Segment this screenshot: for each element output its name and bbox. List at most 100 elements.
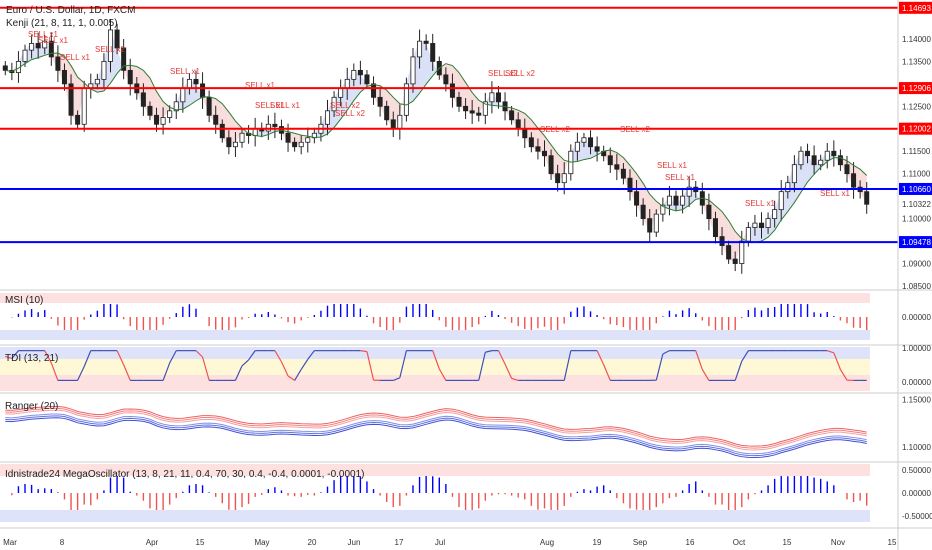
- level-badge: [899, 122, 932, 135]
- level-badge: [899, 236, 932, 249]
- candle-body: [272, 123, 278, 127]
- candle-body: [561, 173, 567, 184]
- tdi-line-segment: [123, 364, 131, 381]
- candle-body: [778, 191, 784, 211]
- candle-body: [173, 101, 179, 112]
- candle-body: [239, 132, 245, 143]
- candle-body: [364, 74, 370, 85]
- candle-body: [686, 186, 692, 197]
- candle-body: [588, 137, 594, 148]
- candle-body: [305, 137, 311, 143]
- symbol-title: Euro / U.S. Dollar, 1D, FXCM: [6, 5, 135, 16]
- msi-upper-band: [0, 293, 870, 303]
- tdi-line-segment: [50, 362, 59, 381]
- tdi-line-segment: [741, 350, 749, 362]
- candle-body: [351, 69, 357, 80]
- time-tick-label: Mar: [3, 538, 17, 547]
- ranger-band-line: [5, 417, 867, 458]
- candle-body: [706, 204, 712, 220]
- mega-lower-band: [0, 510, 870, 522]
- tdi-line-segment: [195, 350, 203, 358]
- candle-body: [357, 69, 363, 76]
- candle-body: [811, 155, 817, 166]
- level-badge-label: 1.12906: [902, 84, 931, 93]
- candle-body: [167, 110, 173, 118]
- ranger-band-line: [5, 415, 867, 457]
- tdi-lower-band: [0, 375, 870, 391]
- candle-body: [581, 137, 587, 143]
- candle-body: [555, 173, 561, 184]
- level-badge: [899, 82, 932, 95]
- sell-signal-label: SELL x2: [335, 109, 365, 118]
- candle-body: [55, 56, 61, 71]
- candle-body: [456, 96, 462, 107]
- ranger-tick-label: 1.15000: [902, 396, 931, 405]
- candle-body: [620, 168, 626, 179]
- tdi-line-segment: [116, 350, 125, 365]
- candle-body: [634, 191, 640, 206]
- tdi-line-segment: [596, 350, 605, 365]
- candle-body: [186, 78, 192, 89]
- time-tick-label: 16: [686, 538, 695, 547]
- tdi-line-segment: [662, 350, 670, 355]
- candle-body: [430, 43, 436, 62]
- sell-signal-label: SELL x2: [540, 125, 570, 134]
- candle-body: [390, 119, 396, 130]
- candle-body: [140, 92, 146, 107]
- candle-body: [495, 92, 501, 103]
- candle-body: [574, 141, 580, 152]
- candle-body: [397, 114, 403, 130]
- candle-body: [410, 56, 416, 85]
- candle-body: [200, 83, 206, 98]
- right-price-axis[interactable]: 1.140001.135001.125001.120001.115001.110…: [897, 0, 932, 550]
- tdi-line-segment: [11, 350, 19, 359]
- candle-body: [640, 204, 646, 220]
- candle-body: [423, 40, 429, 44]
- mega-tick-label: 0.50000: [902, 466, 931, 475]
- candle-body: [745, 227, 751, 242]
- tdi-line-segment: [485, 350, 493, 353]
- candle-body: [647, 218, 653, 233]
- cloud-segment: [807, 155, 815, 183]
- candle-body: [791, 164, 797, 184]
- candle-body: [535, 146, 541, 152]
- msi-pane[interactable]: [5, 304, 868, 330]
- tdi-line-segment: [833, 352, 841, 370]
- sell-signal-label: SELL x1: [657, 161, 687, 170]
- sell-signal-label: SELL x1: [38, 36, 68, 45]
- level-badge-label: 1.10660: [902, 185, 931, 194]
- candle-body: [226, 137, 232, 148]
- candle-body: [515, 119, 521, 130]
- candle-body: [818, 159, 824, 166]
- time-tick-label: 15: [888, 538, 897, 547]
- ranger-band-line: [5, 407, 867, 449]
- price-tick-label: 1.09000: [902, 260, 931, 269]
- candle-body: [22, 49, 28, 62]
- candle-body: [469, 110, 475, 114]
- last-price-label: 1.10322: [902, 200, 931, 209]
- time-axis[interactable]: Mar 8 Apr 15 May 20 Jun 17 Jul Aug 19 Sep 16 Oct 15 Nov…: [3, 538, 897, 547]
- candle-body: [160, 117, 166, 125]
- tdi-tick-label: 0.00000: [902, 378, 931, 387]
- cloud-segment: [163, 101, 170, 118]
- candle-body: [377, 96, 383, 107]
- ranger-pane[interactable]: [5, 405, 867, 458]
- tdi-pane[interactable]: [5, 350, 867, 381]
- candle-body: [712, 218, 718, 237]
- ranger-tick-label: 1.10000: [902, 443, 931, 452]
- candle-body: [449, 83, 455, 98]
- candle-body: [758, 222, 765, 229]
- time-tick-label: 15: [783, 538, 792, 547]
- time-tick-label: Oct: [733, 538, 746, 547]
- tdi-line-segment: [280, 361, 289, 377]
- ranger-band-line: [5, 409, 867, 451]
- candle-body: [121, 47, 127, 71]
- cloud-segment: [583, 137, 591, 160]
- candle-body: [265, 123, 271, 132]
- time-tick-label: 15: [196, 538, 205, 547]
- candle-body: [627, 177, 633, 193]
- tdi-line-segment: [734, 360, 743, 381]
- mega-pane[interactable]: [5, 476, 868, 510]
